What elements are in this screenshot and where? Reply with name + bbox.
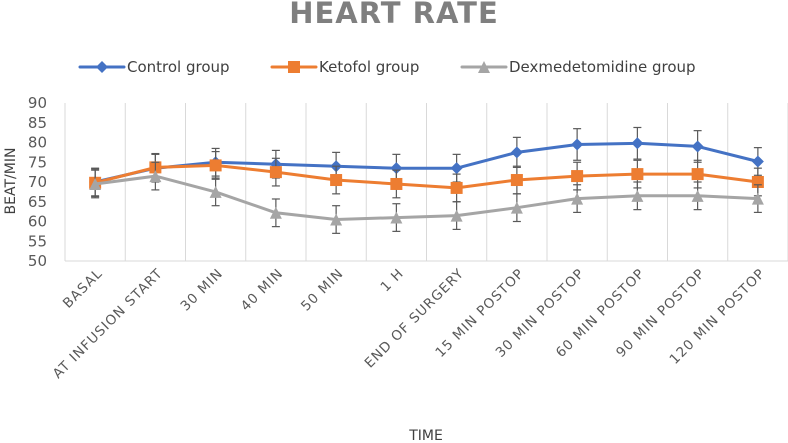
data-point: [691, 189, 704, 202]
legend: Control group Ketofol group Dexmedetomid…: [78, 58, 696, 76]
gridlines: [64, 103, 788, 261]
data-point: [330, 213, 343, 226]
data-point: [209, 159, 222, 172]
data-point: [89, 177, 102, 190]
x-tick-label: 50 MIN: [298, 266, 347, 315]
x-tick-label: AT INFUSION START: [50, 266, 166, 382]
legend-marker-dexmedetomidine: [478, 61, 490, 73]
legend-label-control: Control group: [127, 58, 230, 76]
series-ketofol: [89, 150, 764, 203]
y-tick-label: 85: [28, 114, 47, 132]
data-point: [691, 140, 704, 153]
data-point: [510, 201, 523, 214]
data-point: [390, 162, 403, 175]
data-point: [450, 162, 463, 175]
data-point: [269, 206, 282, 219]
series-layer: [89, 126, 764, 234]
data-point: [751, 155, 764, 168]
data-point: [450, 181, 463, 194]
series-dexmedetomidine: [89, 161, 764, 234]
x-tick-label: 40 MIN: [238, 266, 287, 315]
x-tick-label: END OF SURGERY: [362, 266, 468, 372]
legend-marker-control: [96, 61, 108, 73]
x-axis-label: TIME: [408, 428, 443, 443]
data-point: [390, 177, 403, 190]
data-point: [571, 170, 584, 183]
y-tick-label: 90: [28, 94, 47, 112]
series-line-dexmedetomidine: [93, 174, 760, 221]
x-tick-label: BASAL: [60, 266, 106, 312]
data-point: [571, 192, 584, 205]
legend-entry-ketofol: Ketofol group: [270, 58, 419, 76]
legend-entry-dexmedetomidine: Dexmedetomidine group: [460, 58, 696, 76]
legend-label-dexmedetomidine: Dexmedetomidine group: [509, 58, 696, 76]
data-point: [330, 174, 343, 187]
y-tick-label: 50: [28, 252, 47, 270]
data-point: [631, 137, 644, 150]
y-tick-label: 80: [28, 134, 47, 152]
data-point: [149, 170, 162, 183]
y-tick-label: 75: [28, 153, 47, 171]
y-tick-label: 60: [28, 213, 47, 231]
legend-entry-control: Control group: [78, 58, 230, 76]
series-line-control: [93, 141, 760, 184]
data-point: [510, 146, 523, 159]
x-tick-label: 30 MIN: [178, 266, 227, 315]
y-tick-label: 70: [28, 173, 47, 191]
data-point: [390, 211, 403, 224]
y-tick-label: 65: [28, 193, 47, 211]
legend-label-ketofol: Ketofol group: [319, 58, 419, 76]
x-tick-label: 1 H: [377, 266, 407, 296]
data-point: [450, 209, 463, 222]
legend-marker-ketofol: [288, 61, 300, 73]
y-tick-label: 55: [28, 232, 47, 250]
data-point: [631, 189, 644, 202]
data-point: [691, 168, 704, 181]
data-point: [571, 138, 584, 151]
data-point: [269, 166, 282, 179]
data-point: [631, 168, 644, 181]
data-point: [209, 185, 222, 198]
y-axis-label: BEAT/MIN: [3, 148, 19, 215]
data-point: [510, 174, 523, 187]
chart-title: HEART RATE: [289, 0, 499, 30]
series-line-ketofol: [93, 163, 760, 190]
data-point: [751, 192, 764, 205]
